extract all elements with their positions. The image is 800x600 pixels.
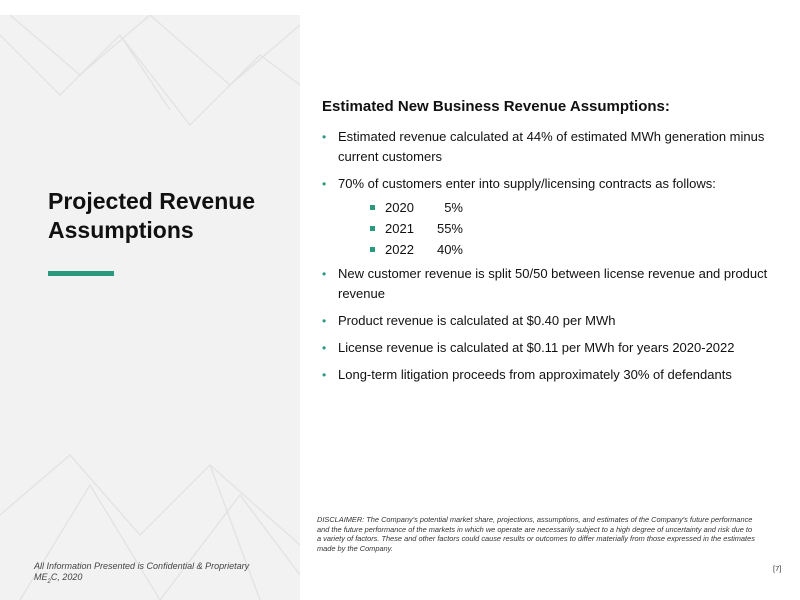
slide-title: Projected Revenue Assumptions <box>48 188 256 243</box>
confidential-notice: All Information Presented is Confidentia… <box>34 561 250 571</box>
bullet-text: 70% of customers enter into supply/licen… <box>338 176 716 191</box>
company-year: C, 2020 <box>50 572 83 582</box>
bullet-item: • Product revenue is calculated at $0.40… <box>322 311 792 331</box>
decorative-line-art <box>0 15 300 600</box>
bullet-dot-icon: • <box>322 130 327 144</box>
square-bullet-icon <box>370 247 375 252</box>
bullet-text: Long-term litigation proceeds from appro… <box>338 367 732 382</box>
bullet-text: New customer revenue is split 50/50 betw… <box>338 266 768 301</box>
bullet-text: Estimated revenue calculated at 44% of e… <box>338 129 765 164</box>
sub-bullet-item: 2020 5% <box>370 197 792 218</box>
sub-bullet-item: 2022 40% <box>370 239 792 260</box>
sub-bullet-year: 2021 <box>385 221 414 236</box>
disclaimer-text: DISCLAIMER: The Company's potential mark… <box>317 515 755 553</box>
page-number: [7] <box>773 564 782 573</box>
bullet-dot-icon: • <box>322 177 327 191</box>
contract-schedule-list: 2020 5% 2021 55% 2022 40% <box>370 197 792 260</box>
bullet-text: Product revenue is calculated at $0.40 p… <box>338 313 616 328</box>
sub-bullet-percent: 55% <box>436 221 463 236</box>
bullet-item: • Long-term litigation proceeds from app… <box>322 365 792 385</box>
sub-bullet-item: 2021 55% <box>370 218 792 239</box>
bullet-item: • Estimated revenue calculated at 44% of… <box>322 127 792 167</box>
left-panel: Projected Revenue Assumptions <box>0 15 300 600</box>
bullet-item: • License revenue is calculated at $0.11… <box>322 338 792 358</box>
bullet-dot-icon: • <box>322 267 327 281</box>
content-heading: Estimated New Business Revenue Assumptio… <box>322 98 670 115</box>
bullet-dot-icon: • <box>322 314 327 328</box>
sub-bullet-year: 2020 <box>385 200 414 215</box>
title-accent-rule <box>48 271 114 276</box>
bullet-text: License revenue is calculated at $0.11 p… <box>338 340 735 355</box>
company-subscript: 2 <box>47 578 51 585</box>
bullet-item: • 70% of customers enter into supply/lic… <box>322 174 792 194</box>
company-copyright: ME2C, 2020 <box>34 572 249 588</box>
sub-bullet-percent: 5% <box>444 200 463 215</box>
square-bullet-icon <box>370 226 375 231</box>
square-bullet-icon <box>370 205 375 210</box>
bullet-dot-icon: • <box>322 341 327 355</box>
bullet-item: • New customer revenue is split 50/50 be… <box>322 264 792 304</box>
confidential-footer: All Information Presented is Confidentia… <box>34 561 249 588</box>
company-name-part: ME <box>34 572 48 582</box>
sub-bullet-percent: 40% <box>436 242 463 257</box>
bullet-dot-icon: • <box>322 368 327 382</box>
content-area: Estimated New Business Revenue Assumptio… <box>322 98 792 392</box>
sub-bullet-year: 2022 <box>385 242 414 257</box>
